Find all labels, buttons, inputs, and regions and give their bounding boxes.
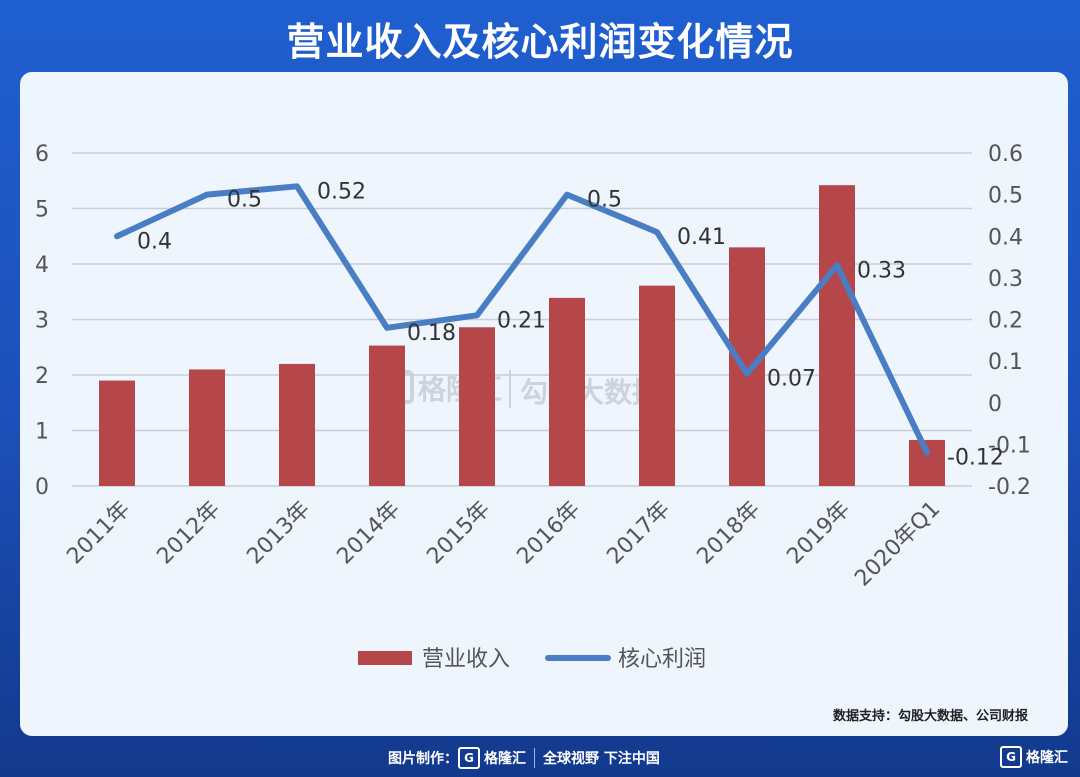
y-right-tick-label: 0.3 [988, 267, 1023, 292]
y-right-tick-label: 0.1 [988, 350, 1023, 375]
made-by-label: 图片制作： [388, 751, 458, 767]
brand-name: 格隆汇 [484, 751, 526, 767]
data-label: 0.5 [587, 188, 622, 213]
y-right-tick-label: 0.2 [988, 309, 1023, 334]
bar [639, 285, 675, 486]
bar [459, 327, 495, 486]
x-tick-label: 2012年 [152, 497, 225, 570]
x-tick-label: 2019年 [782, 497, 855, 570]
y-right-tick-label: 0.4 [988, 225, 1023, 250]
watermark-name: 勾股大数据 [520, 376, 660, 409]
footer-credit: 图片制作： G 格隆汇 全球视野 下注中国 [388, 746, 660, 770]
y-right-tick-label: -0.2 [988, 475, 1031, 500]
y-right-tick-label: -0.1 [988, 433, 1031, 458]
y-right-tick-label: 0.5 [988, 184, 1023, 209]
y-left-tick-label: 2 [35, 364, 49, 389]
x-tick-label: 2013年 [242, 497, 315, 570]
y-left-tick-label: 1 [35, 420, 49, 445]
x-tick-label: 2016年 [512, 497, 585, 570]
x-tick-label: 2020年Q1 [850, 497, 945, 592]
data-source: 数据支持：勾股大数据、公司财报 [832, 709, 1028, 724]
y-left-tick-label: 4 [35, 253, 49, 278]
chart-title: 营业收入及核心利润变化情况 [286, 20, 794, 64]
legend-swatch-revenue [358, 651, 412, 665]
watermark: 格隆汇勾股大数据 [380, 370, 660, 409]
bar [549, 297, 585, 486]
bar [279, 363, 315, 486]
y-left-tick-label: 3 [35, 309, 49, 334]
x-tick-label: 2011年 [62, 497, 135, 570]
corner-brand-name: 格隆汇 [1026, 750, 1068, 766]
data-label: 0.33 [857, 258, 906, 283]
y-left-tick-label: 0 [35, 475, 49, 500]
footer-divider [534, 748, 535, 768]
bar [819, 185, 855, 486]
slogan: 全球视野 下注中国 [543, 751, 660, 767]
data-label: 0.18 [407, 321, 456, 346]
chart-panel: 0 1 2 3 4 5 6 -0.2 -0.1 0 0.1 0.2 0.3 0.4 0.5 0.6 格隆汇勾股大… [20, 72, 1068, 736]
data-label: 0.4 [137, 229, 172, 254]
y-left-tick-label: 6 [35, 142, 49, 167]
bar [729, 247, 765, 486]
corner-logo-icon: G [1000, 746, 1022, 768]
brand-logo-icon: G [458, 747, 480, 769]
y-right-tick-label: 0.6 [988, 142, 1023, 167]
bar [99, 380, 135, 486]
data-label: 0.07 [767, 367, 816, 392]
series-line-core-profit [114, 183, 930, 456]
x-tick-label: 2015年 [422, 497, 495, 570]
data-label: 0.21 [497, 308, 546, 333]
y-right-tick-label: 0 [988, 392, 1002, 417]
data-label: 0.52 [317, 179, 366, 204]
combo-chart: 0 1 2 3 4 5 6 -0.2 -0.1 0 0.1 0.2 0.3 0.4 0.5 0.6 格隆汇勾股大… [35, 142, 1031, 672]
x-tick-label: 2014年 [332, 497, 405, 570]
x-tick-label: 2017年 [602, 497, 675, 570]
footer: 图片制作： G 格隆汇 全球视野 下注中国 G 格隆汇 [0, 740, 1080, 774]
bar [189, 369, 225, 486]
data-label: 0.5 [227, 188, 262, 213]
x-tick-label: 2018年 [692, 497, 765, 570]
data-label: -0.12 [947, 446, 1004, 471]
legend-label-revenue: 营业收入 [422, 647, 510, 672]
y-left-tick-label: 5 [35, 198, 49, 223]
legend-label-core-profit: 核心利润 [618, 647, 706, 672]
bar [369, 345, 405, 486]
data-label: 0.41 [677, 225, 726, 250]
corner-brand: G 格隆汇 [1000, 746, 1068, 768]
